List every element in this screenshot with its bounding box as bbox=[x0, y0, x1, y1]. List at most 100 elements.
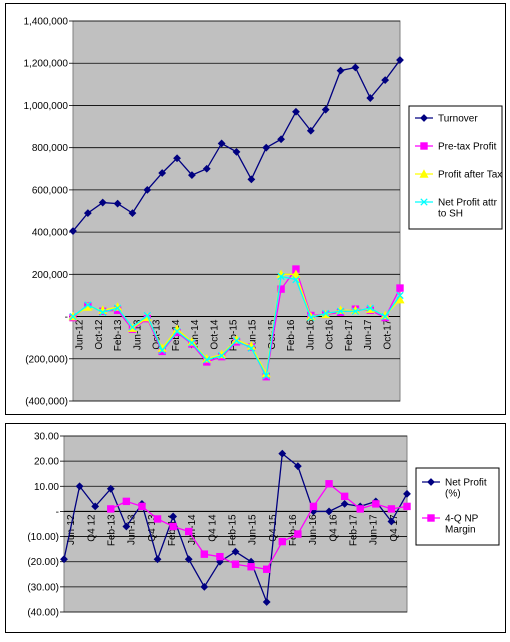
chart-2-series-1-point bbox=[340, 492, 349, 501]
chart-1-series-0-point bbox=[396, 56, 404, 64]
chart-1-y-tick-label: (400,000) bbox=[25, 397, 68, 408]
chart-1-legend-label: Turnover bbox=[438, 114, 478, 125]
chart-1-x-tick-label: Feb-15 bbox=[229, 319, 240, 351]
chart-1-series-3-point-stroke-b bbox=[292, 275, 300, 284]
chart-2-x-tick-label: Q4 15 bbox=[268, 514, 279, 542]
chart-2-series-0-point bbox=[340, 499, 349, 508]
chart-1-legend-marker bbox=[420, 114, 428, 122]
chart-1-series-3-point-stroke-b bbox=[217, 351, 226, 360]
chart-1-series-3-point bbox=[307, 313, 315, 322]
chart-1-y-tick-label: 1,400,000 bbox=[24, 17, 69, 28]
chart-1-series-0-point bbox=[83, 209, 92, 218]
chart-1-legend-label: to SH bbox=[438, 209, 463, 220]
chart-1-legend-marker bbox=[420, 142, 428, 150]
chart-1-series-3-point-stroke-b bbox=[351, 307, 360, 315]
chart-1-x-tick-label: Oct-17 bbox=[382, 319, 393, 349]
chart-1-series-0-point bbox=[292, 107, 300, 116]
chart-1-series-3-point-stroke-b bbox=[336, 307, 345, 315]
chart-1-x-tick-label: Jun-15 bbox=[248, 319, 259, 350]
chart-1-series-3-point bbox=[277, 272, 285, 281]
chart-2-plot-area bbox=[63, 435, 408, 613]
chart-2-y-tick-label: 20.00 bbox=[34, 457, 59, 468]
chart-1-series-0-point bbox=[262, 143, 271, 152]
chart-1-x-tick-label: Feb-16 bbox=[286, 319, 297, 351]
chart-1-series-3-point bbox=[69, 312, 77, 321]
chart-2-series-0-point bbox=[60, 555, 68, 564]
chart-1-series-3-point bbox=[84, 301, 92, 309]
chart-1-legend-entry: Pre-tax Profit bbox=[415, 142, 497, 153]
chart-1-series-0-point bbox=[366, 94, 375, 102]
chart-2-series-1-point bbox=[107, 505, 115, 513]
chart-2-y-tick-label: (10.00) bbox=[27, 532, 59, 543]
chart-1-series-0-point bbox=[232, 147, 241, 156]
chart-2-y-tick-label: (30.00) bbox=[27, 582, 59, 593]
chart-1-legend bbox=[408, 105, 503, 230]
chart-2-series-0-point bbox=[293, 462, 302, 471]
chart-2-frame: 30.00 20.00 10.00 - (10.00) (20.00) (30.00) (40… bbox=[5, 423, 506, 633]
chart-1-series-0-point bbox=[306, 126, 315, 135]
chart-1-x-tick-label: Oct-13 bbox=[152, 319, 163, 349]
chart-2-series-0-point bbox=[75, 482, 84, 491]
chart-2-series-1-point bbox=[387, 505, 396, 513]
chart-1-series-3-point-stroke-b bbox=[113, 304, 122, 312]
chart-1-series-3-point bbox=[351, 307, 360, 315]
chart-1-series-0-point bbox=[143, 185, 152, 194]
chart-1-x-tick-label: Oct-14 bbox=[209, 319, 220, 349]
chart-2-x-tick-label: Jun-16 bbox=[308, 514, 319, 545]
chart-1-series-0-point bbox=[217, 139, 226, 148]
chart-1-series-3-point-stroke-b bbox=[262, 372, 270, 380]
chart-2-x-tick-label: Q4 16 bbox=[328, 514, 339, 542]
chart-1-legend-marker bbox=[419, 169, 429, 178]
chart-1-series-0-point bbox=[98, 198, 107, 207]
chart-1-series-0-point bbox=[247, 175, 256, 184]
chart-1-svg: 1,400,000 1,200,000 1,000,000 800,000 600,00… bbox=[24, 17, 503, 408]
chart-1-series-3-point bbox=[113, 304, 122, 312]
chart-1-series-3-point-stroke-b bbox=[173, 327, 181, 335]
chart-2-series-1-point bbox=[185, 527, 193, 536]
chart-2-y-tick-label: 30.00 bbox=[34, 432, 59, 443]
chart-2-series-1-point bbox=[278, 537, 286, 546]
chart-1-y-tick-label: 1,200,000 bbox=[24, 59, 69, 70]
chart-1-series-2-point bbox=[291, 269, 301, 279]
chart-2-series-1-point bbox=[216, 552, 224, 561]
chart-2-y-tick-label: - bbox=[56, 507, 59, 518]
chart-2-series-0-point bbox=[106, 484, 115, 493]
chart-1-series-3-point bbox=[143, 311, 151, 320]
chart-2-x-tick-label: Feb-16 bbox=[288, 514, 299, 546]
chart-1-series-3-point-stroke-b bbox=[381, 312, 389, 321]
chart-1-series-3-point-stroke-b bbox=[69, 312, 77, 321]
chart-1-x-tick-label: Jun-12 bbox=[75, 319, 86, 350]
chart-1-series-3-point-stroke-b bbox=[366, 304, 374, 312]
chart-2-legend-marker bbox=[427, 478, 435, 486]
chart-2-x-tick-label: Q4 12 bbox=[86, 514, 97, 542]
chart-1-y-tick-label: 600,000 bbox=[32, 185, 69, 196]
chart-1-series-0-point bbox=[173, 154, 181, 163]
chart-1-y-tick-label: 400,000 bbox=[32, 228, 69, 239]
chart-1-series-0-point bbox=[128, 209, 137, 218]
chart-2-x-tick-label: Jun-15 bbox=[248, 514, 259, 545]
chart-1-series-0-point bbox=[381, 76, 390, 85]
chart-2-x-tick-label: Q4 13 bbox=[147, 514, 158, 542]
chart-1-series-3-point-stroke-b bbox=[203, 356, 211, 364]
chart-1-series-0-point bbox=[113, 199, 122, 208]
chart-2-series-1-point bbox=[200, 550, 209, 558]
chart-1-legend-marker-stroke-b bbox=[420, 198, 428, 206]
chart-2-series-1-point bbox=[325, 480, 333, 488]
chart-1-series-3-point bbox=[203, 356, 211, 364]
chart-1-series-3 bbox=[69, 272, 404, 380]
chart-2-x-tick-label: Jun-12 bbox=[66, 514, 77, 545]
chart-2-legend-marker bbox=[427, 514, 435, 522]
chart-1-series-3-point-stroke-b bbox=[128, 323, 137, 331]
chart-2-legend-label: 4-Q NP bbox=[445, 514, 479, 525]
chart-1-series-3-point-stroke-b bbox=[307, 313, 315, 322]
chart-2-series-1-point bbox=[247, 563, 255, 571]
chart-2-series-0-point bbox=[325, 507, 333, 516]
chart-1-series-3-point bbox=[188, 339, 196, 347]
chart-2-series-1-point bbox=[372, 500, 380, 508]
chart-2-x-tick-label: Jun-14 bbox=[187, 514, 198, 545]
chart-1-series-0-point bbox=[321, 105, 330, 114]
chart-1-series-2-point bbox=[395, 294, 405, 304]
chart-2-series-1 bbox=[107, 480, 411, 573]
chart-1-series-3-point bbox=[262, 372, 270, 380]
chart-2-series-1-point bbox=[309, 502, 318, 511]
